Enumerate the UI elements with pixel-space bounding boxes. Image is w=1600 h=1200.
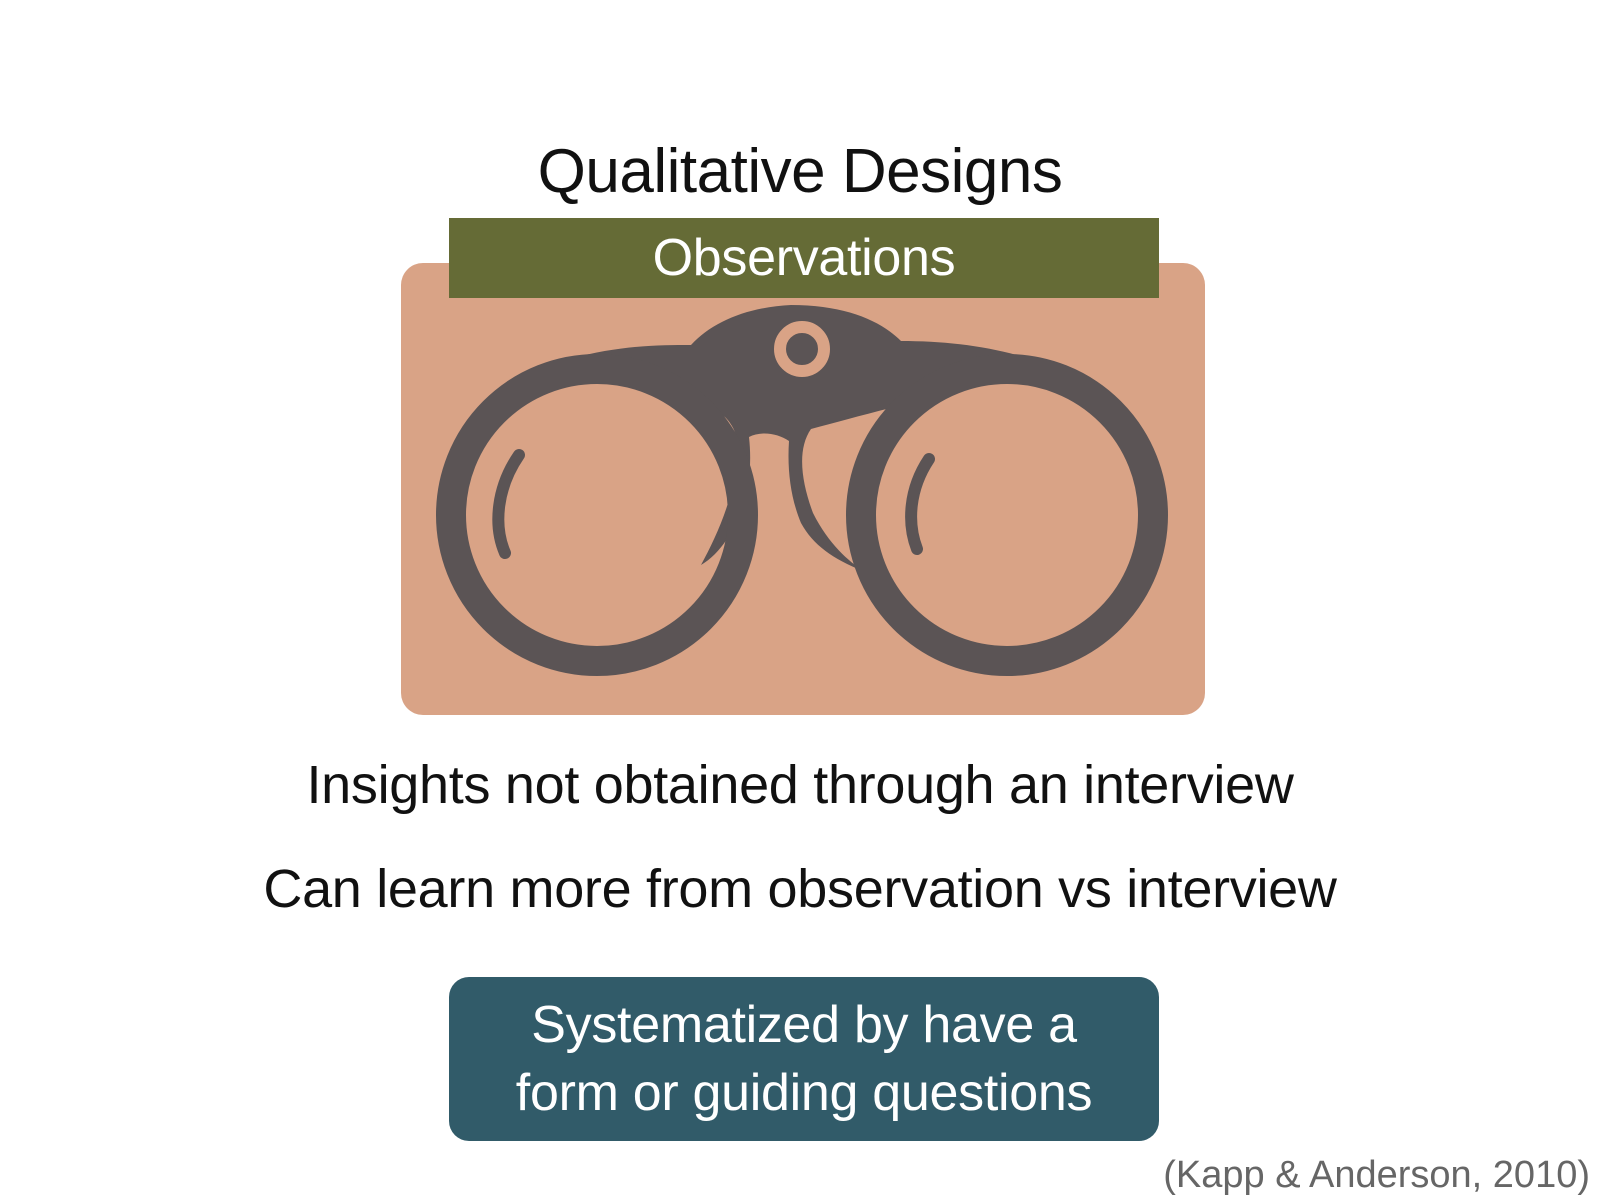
binoculars-icon <box>401 263 1205 715</box>
slide-title: Qualitative Designs <box>537 137 1063 206</box>
binoculars-image <box>401 263 1205 715</box>
left-lens-glint <box>492 449 525 559</box>
focus-knob <box>774 321 830 377</box>
systematized-callout: Systematized by have a form or guiding q… <box>449 977 1159 1141</box>
right-lens-glint <box>905 453 935 555</box>
callout-line: Systematized by have a <box>531 996 1077 1054</box>
observations-banner: Observations <box>449 218 1159 298</box>
statement-insights: Insights not obtained through an intervi… <box>306 755 1294 815</box>
citation: (Kapp & Anderson, 2010) <box>1163 1154 1590 1196</box>
left-lens-ring <box>436 354 758 676</box>
binoculars-bridge <box>569 305 1041 571</box>
statement-learn-more: Can learn more from observation vs inter… <box>263 859 1337 919</box>
right-lens-ring <box>846 354 1168 676</box>
callout-line: form or guiding questions <box>515 1064 1093 1122</box>
